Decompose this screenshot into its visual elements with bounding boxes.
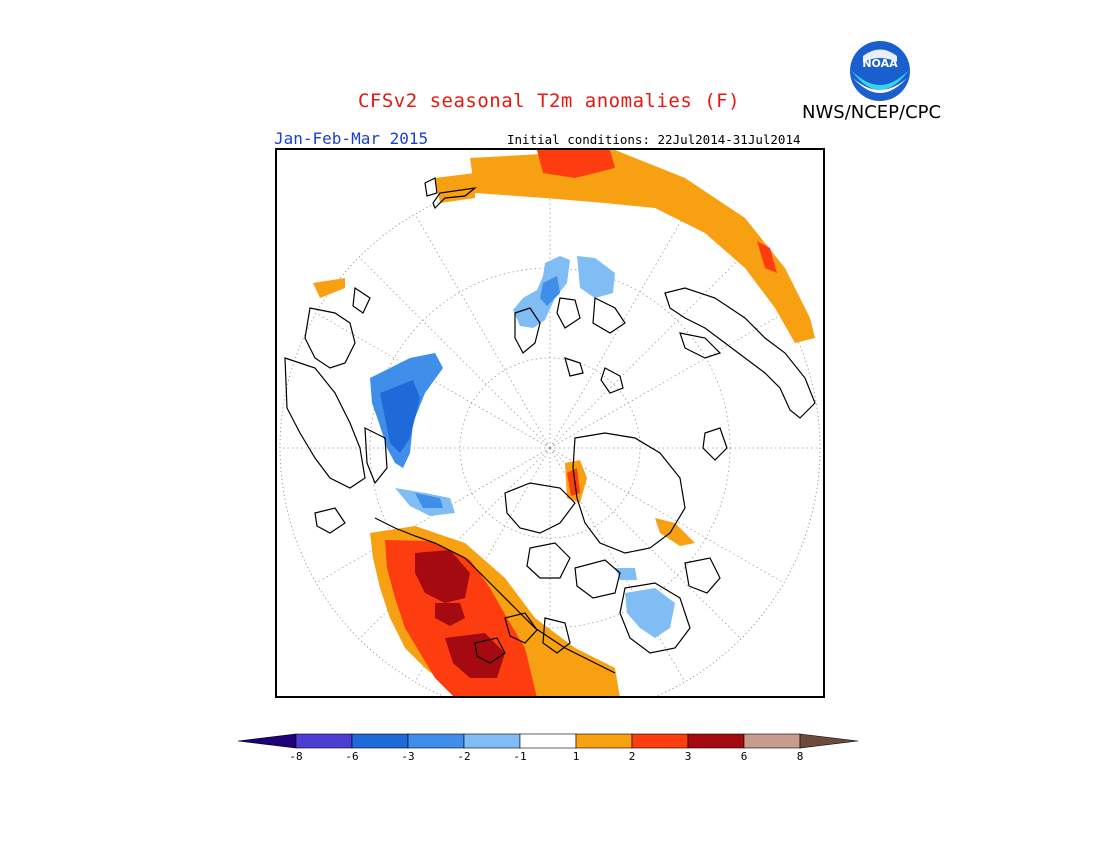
very-hot-yukon [435, 603, 465, 626]
legend-arrow-low [238, 733, 297, 749]
warm-anomaly-iberia [313, 278, 345, 298]
cold-anomaly-kamchatka-core [415, 493, 443, 508]
legend-swatch [351, 733, 409, 749]
legend-swatch [463, 733, 521, 749]
legend-swatch [407, 733, 465, 749]
legend-swatch [519, 733, 577, 749]
legend-tick-label: -3 [401, 750, 414, 763]
forecast-period: Jan-Feb-Mar 2015 [274, 129, 429, 148]
legend-tick-label: 2 [629, 750, 636, 763]
anomaly-map [275, 148, 825, 698]
legend-swatch [687, 733, 745, 749]
agency-label: NWS/NCEP/CPC [802, 102, 942, 123]
legend-tick-label: -2 [457, 750, 470, 763]
cold-anomaly-siberia-core [380, 380, 420, 453]
legend-arrow-high [799, 733, 859, 749]
very-hot-alaska [415, 550, 470, 603]
color-legend: -8 -6 -3 -2 -1 1 2 3 6 8 [238, 733, 859, 763]
legend-tick-label: -8 [289, 750, 302, 763]
warm-anomaly-africa [435, 173, 475, 203]
legend-tick-label: 3 [685, 750, 692, 763]
legend-tick-label: -6 [345, 750, 358, 763]
legend-tick-label: 8 [797, 750, 804, 763]
hot-spot-arabia [757, 241, 777, 273]
warm-anomaly-asia [470, 150, 815, 343]
very-hot-bc [445, 633, 505, 678]
coastlines [284, 177, 816, 674]
hot-spot-africa [537, 150, 615, 178]
map-title: CFSv2 seasonal T2m anomalies (F) [357, 90, 741, 112]
legend-swatch [631, 733, 689, 749]
hot-anomaly-greenland [567, 468, 580, 496]
cold-anomaly-scandinavia-core [540, 276, 560, 306]
cold-anomaly-hudson [625, 588, 675, 638]
legend-swatch [743, 733, 801, 749]
noaa-logo-text: NOAA [862, 57, 898, 70]
legend-tick-label: -1 [513, 750, 526, 763]
warm-anomaly-hudson [655, 518, 695, 546]
cold-anomaly-scandinavia [577, 256, 615, 298]
map-frame-border [275, 148, 825, 698]
cold-anomaly-labrador [615, 568, 637, 580]
legend-tick-label: 1 [573, 750, 580, 763]
initial-conditions: Initial conditions: 22Jul2014-31Jul2014 [507, 132, 801, 147]
legend-swatch [575, 733, 633, 749]
noaa-logo: NOAA [850, 41, 910, 101]
legend-tick-label: 6 [741, 750, 748, 763]
legend-swatch [295, 733, 353, 749]
